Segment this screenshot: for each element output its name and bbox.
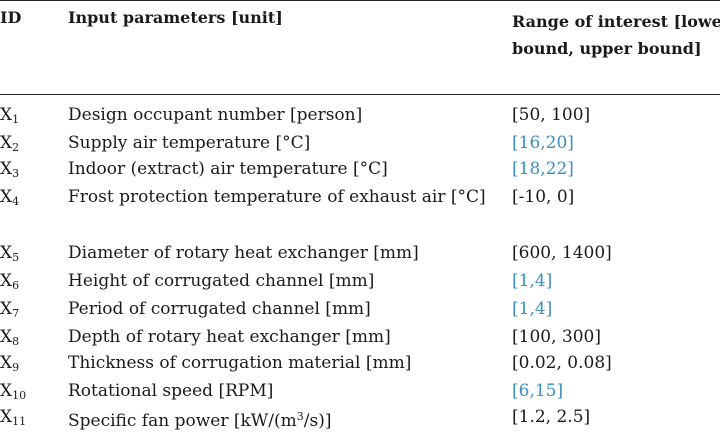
row-id-letter: X (0, 159, 13, 179)
row-id-letter: X (0, 327, 13, 347)
row-id-subscript: 6 (12, 279, 20, 292)
row-parameter: Rotational speed [RPM] (68, 381, 274, 401)
table-top-rule (0, 0, 720, 1)
row-id-subscript: 8 (12, 335, 20, 348)
row-id: X4 (0, 184, 19, 215)
row-id-subscript: 4 (12, 195, 20, 208)
row-parameter: Specific fan power [kW/(m3/s)] (68, 404, 488, 434)
row-parameter: Indoor (extract) air temperature [°C] (68, 159, 388, 179)
row-id-letter: X (0, 299, 13, 319)
row-range[interactable]: [1,4] (512, 271, 553, 291)
row-id-subscript: 7 (12, 307, 20, 320)
row-parameter: Height of corrugated channel [mm] (68, 271, 375, 291)
row-id-subscript: 2 (12, 141, 20, 154)
row-id-letter: X (0, 381, 13, 401)
row-id: X9 (0, 350, 19, 381)
row-range: [600, 1400] (512, 243, 612, 263)
row-parameter: Diameter of rotary heat exchanger [mm] (68, 243, 419, 263)
row-range[interactable]: [18,22] (512, 159, 574, 179)
row-range[interactable]: [16,20] (512, 133, 574, 153)
header-id: ID (0, 8, 22, 27)
row-parameter: Frost protection temperature of exhaust … (68, 187, 486, 207)
row-parameter: Thickness of corrugation material [mm] (68, 353, 412, 373)
header-range-of-interest: Range of interest [lower bound, upper bo… (512, 12, 720, 58)
row-id: X6 (0, 268, 19, 299)
row-id-letter: X (0, 187, 13, 207)
row-id-letter: X (0, 353, 13, 373)
row-parameter: Depth of rotary heat exchanger [mm] (68, 327, 391, 347)
row-id-subscript: 11 (12, 415, 27, 428)
row-id: X3 (0, 156, 19, 187)
row-id: X11 (0, 404, 26, 435)
row-range[interactable]: [1,4] (512, 299, 553, 319)
row-parameter: Period of corrugated channel [mm] (68, 299, 371, 319)
row-id: X1 (0, 102, 19, 133)
row-id-letter: X (0, 243, 13, 263)
row-id: X10 (0, 378, 26, 409)
row-range: [1.2, 2.5] (512, 407, 591, 427)
row-parameter: Supply air temperature [°C] (68, 133, 311, 153)
table-header-rule (0, 94, 720, 95)
table-header: ID Input parameters [unit] Range of inte… (0, 0, 720, 94)
row-range: [50, 100] (512, 105, 591, 125)
row-id-subscript: 5 (12, 251, 20, 264)
row-range: [-10, 0] (512, 187, 575, 207)
row-range[interactable]: [6,15] (512, 381, 564, 401)
row-id-letter: X (0, 133, 13, 153)
row-id-subscript: 3 (12, 167, 20, 180)
row-parameter: Design occupant number [person] (68, 105, 363, 125)
row-parameter-superscript: 3 (296, 410, 304, 423)
row-id: X2 (0, 130, 19, 161)
row-id-letter: X (0, 407, 13, 427)
row-id-letter: X (0, 105, 13, 125)
row-id: X8 (0, 324, 19, 355)
row-range: [100, 300] (512, 327, 601, 347)
row-id-subscript: 10 (12, 389, 27, 402)
row-id-subscript: 9 (12, 361, 20, 374)
row-parameter-text: Specific fan power [kW/(m (68, 411, 297, 431)
header-input-parameters: Input parameters [unit] (68, 8, 283, 27)
row-id: X5 (0, 240, 19, 271)
row-id-subscript: 1 (12, 113, 20, 126)
row-id: X7 (0, 296, 19, 327)
row-id-letter: X (0, 271, 13, 291)
row-parameter-text-end: /s)] (303, 411, 332, 431)
row-range: [0.02, 0.08] (512, 353, 612, 373)
